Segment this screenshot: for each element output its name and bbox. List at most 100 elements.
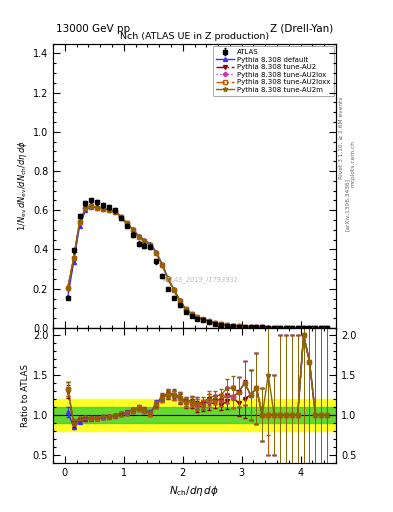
Pythia 8.308 default — [113, 208, 118, 214]
Pythia 8.308 tune-AU2lox — [95, 205, 100, 211]
Pythia 8.308 tune-AU2m — [189, 311, 194, 317]
Pythia 8.308 default — [101, 206, 106, 212]
Pythia 8.308 tune-AU2lox — [260, 324, 265, 330]
Pythia 8.308 tune-AU2m — [119, 214, 123, 220]
Pythia 8.308 tune-AU2 — [130, 227, 135, 233]
Pythia 8.308 tune-AU2 — [289, 325, 294, 331]
Y-axis label: Ratio to ATLAS: Ratio to ATLAS — [21, 364, 30, 427]
Pythia 8.308 tune-AU2m — [225, 322, 230, 328]
Pythia 8.308 tune-AU2loxx — [260, 324, 265, 330]
Pythia 8.308 tune-AU2loxx — [66, 285, 70, 291]
Pythia 8.308 tune-AU2m — [296, 325, 300, 331]
Text: mcplots.cern.ch: mcplots.cern.ch — [351, 140, 356, 187]
Pythia 8.308 tune-AU2 — [313, 325, 318, 331]
Pythia 8.308 tune-AU2m — [195, 314, 200, 320]
Pythia 8.308 tune-AU2loxx — [272, 325, 277, 331]
Pythia 8.308 default — [125, 220, 129, 226]
Pythia 8.308 tune-AU2m — [213, 320, 218, 326]
Pythia 8.308 tune-AU2m — [160, 262, 165, 268]
X-axis label: $N_\mathrm{ch}/d\eta\,d\phi$: $N_\mathrm{ch}/d\eta\,d\phi$ — [169, 484, 220, 498]
Pythia 8.308 tune-AU2 — [77, 219, 82, 225]
Pythia 8.308 tune-AU2lox — [289, 325, 294, 331]
Pythia 8.308 tune-AU2loxx — [160, 262, 165, 268]
Pythia 8.308 default — [89, 204, 94, 210]
Pythia 8.308 tune-AU2 — [136, 233, 141, 240]
Pythia 8.308 tune-AU2 — [283, 325, 288, 331]
Pythia 8.308 tune-AU2lox — [231, 323, 235, 329]
Pythia 8.308 tune-AU2lox — [107, 207, 112, 213]
Pythia 8.308 tune-AU2m — [266, 324, 271, 330]
Pythia 8.308 tune-AU2loxx — [125, 220, 129, 226]
Pythia 8.308 tune-AU2loxx — [166, 275, 171, 282]
Pythia 8.308 tune-AU2m — [313, 325, 318, 331]
Pythia 8.308 default — [136, 232, 141, 239]
Pythia 8.308 tune-AU2 — [231, 323, 235, 329]
Pythia 8.308 tune-AU2 — [101, 206, 106, 212]
Pythia 8.308 tune-AU2m — [237, 323, 241, 329]
Pythia 8.308 tune-AU2 — [160, 262, 165, 268]
Pythia 8.308 tune-AU2 — [89, 203, 94, 209]
Pythia 8.308 default — [77, 223, 82, 229]
Pythia 8.308 default — [301, 325, 306, 331]
Pythia 8.308 default — [130, 226, 135, 232]
Pythia 8.308 tune-AU2 — [272, 325, 277, 331]
Pythia 8.308 tune-AU2m — [130, 226, 135, 232]
Pythia 8.308 tune-AU2loxx — [72, 255, 76, 261]
Line: Pythia 8.308 default: Pythia 8.308 default — [66, 205, 329, 330]
Pythia 8.308 tune-AU2 — [142, 238, 147, 244]
Text: [arXiv:1306.3436]: [arXiv:1306.3436] — [345, 178, 350, 231]
Pythia 8.308 tune-AU2m — [125, 220, 129, 226]
Pythia 8.308 default — [183, 306, 188, 312]
Pythia 8.308 tune-AU2lox — [89, 203, 94, 209]
Pythia 8.308 tune-AU2lox — [160, 262, 165, 268]
Pythia 8.308 tune-AU2loxx — [248, 324, 253, 330]
Pythia 8.308 tune-AU2lox — [319, 325, 324, 331]
Pythia 8.308 default — [148, 241, 152, 247]
Pythia 8.308 tune-AU2m — [77, 218, 82, 224]
Pythia 8.308 tune-AU2lox — [207, 318, 212, 325]
Pythia 8.308 tune-AU2loxx — [296, 325, 300, 331]
Pythia 8.308 tune-AU2loxx — [237, 323, 241, 329]
Pythia 8.308 tune-AU2m — [242, 324, 247, 330]
Pythia 8.308 tune-AU2m — [83, 205, 88, 211]
Pythia 8.308 tune-AU2 — [119, 215, 123, 221]
Pythia 8.308 tune-AU2m — [148, 242, 152, 248]
Pythia 8.308 tune-AU2lox — [113, 208, 118, 215]
Pythia 8.308 tune-AU2 — [154, 250, 159, 256]
Pythia 8.308 tune-AU2lox — [254, 324, 259, 330]
Pythia 8.308 tune-AU2m — [260, 324, 265, 330]
Pythia 8.308 default — [83, 207, 88, 214]
Pythia 8.308 tune-AU2lox — [195, 314, 200, 321]
Pythia 8.308 default — [296, 325, 300, 331]
Pythia 8.308 default — [160, 261, 165, 267]
Pythia 8.308 tune-AU2lox — [313, 325, 318, 331]
Pythia 8.308 tune-AU2 — [125, 221, 129, 227]
Pythia 8.308 tune-AU2 — [225, 322, 230, 328]
Pythia 8.308 tune-AU2loxx — [242, 324, 247, 330]
Pythia 8.308 tune-AU2 — [72, 256, 76, 262]
Pythia 8.308 tune-AU2loxx — [119, 214, 123, 220]
Pythia 8.308 default — [319, 325, 324, 331]
Pythia 8.308 tune-AU2lox — [72, 255, 76, 261]
Pythia 8.308 tune-AU2 — [301, 325, 306, 331]
Pythia 8.308 tune-AU2 — [66, 286, 70, 292]
Pythia 8.308 tune-AU2m — [277, 325, 282, 331]
Pythia 8.308 default — [237, 323, 241, 329]
Pythia 8.308 tune-AU2loxx — [283, 325, 288, 331]
Pythia 8.308 tune-AU2 — [242, 324, 247, 330]
Pythia 8.308 tune-AU2lox — [142, 238, 147, 244]
Line: Pythia 8.308 tune-AU2m: Pythia 8.308 tune-AU2m — [66, 203, 329, 330]
Pythia 8.308 tune-AU2 — [189, 311, 194, 317]
Pythia 8.308 tune-AU2 — [325, 325, 330, 331]
Legend: ATLAS, Pythia 8.308 default, Pythia 8.308 tune-AU2, Pythia 8.308 tune-AU2lox, Py: ATLAS, Pythia 8.308 default, Pythia 8.30… — [213, 46, 334, 96]
Pythia 8.308 tune-AU2lox — [272, 325, 277, 331]
Pythia 8.308 tune-AU2m — [136, 233, 141, 240]
Pythia 8.308 tune-AU2m — [231, 323, 235, 329]
Pythia 8.308 tune-AU2lox — [119, 214, 123, 220]
Pythia 8.308 tune-AU2m — [207, 318, 212, 324]
Pythia 8.308 tune-AU2lox — [83, 205, 88, 211]
Pythia 8.308 tune-AU2lox — [242, 324, 247, 330]
Pythia 8.308 tune-AU2lox — [277, 325, 282, 331]
Text: 13000 GeV pp: 13000 GeV pp — [56, 24, 130, 34]
Pythia 8.308 tune-AU2loxx — [189, 311, 194, 317]
